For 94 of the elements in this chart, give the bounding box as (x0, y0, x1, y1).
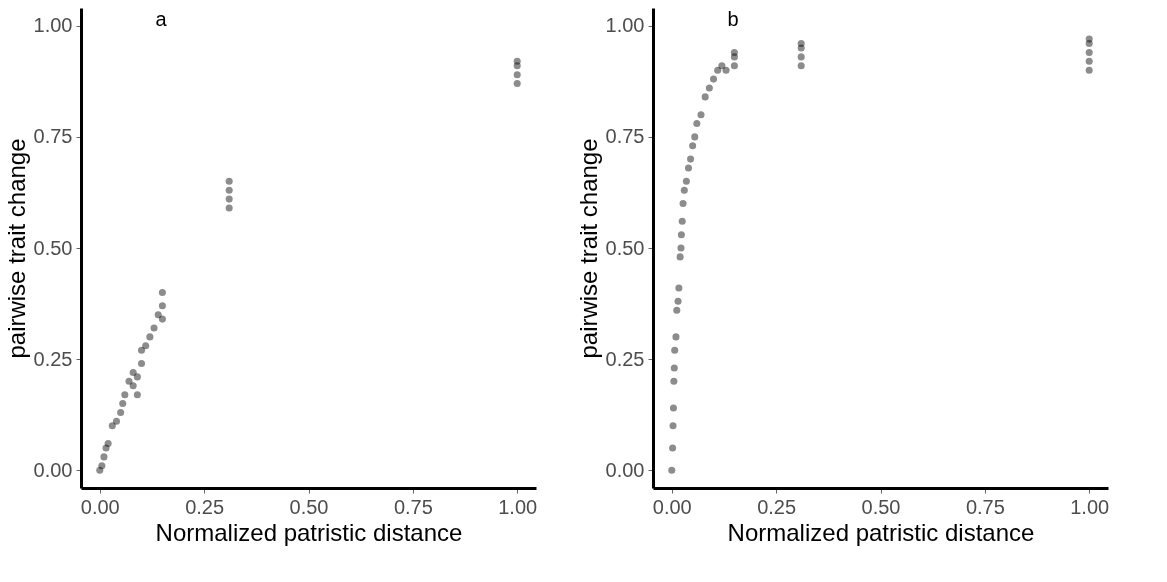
x-tick-label: 1.00 (498, 495, 538, 518)
point (797, 53, 805, 61)
y-tick-label: 0.00 (33, 458, 73, 481)
point (673, 306, 681, 314)
point (513, 80, 521, 88)
point (677, 244, 685, 252)
point (225, 195, 233, 203)
point (146, 333, 154, 341)
y-tick-label: 0.50 (605, 236, 645, 259)
x-tick-label: 1.00 (1070, 495, 1110, 518)
point (137, 346, 146, 354)
point (150, 324, 158, 332)
annotation: b (727, 8, 739, 30)
y-tick-label: 1.00 (33, 14, 73, 37)
point (684, 164, 693, 172)
point (718, 62, 726, 70)
y-axis-title: pairwise trait change (2, 138, 30, 359)
y-tick-label: 0.25 (605, 347, 645, 370)
point (709, 75, 718, 83)
x-tick-label: 0.75 (393, 495, 433, 518)
point (125, 377, 133, 385)
y-tick-label: 1.00 (605, 14, 645, 37)
x-axis-title: Normalized patristic distance (155, 518, 463, 546)
x-tick-label: 0.50 (289, 495, 329, 518)
point (697, 111, 705, 119)
point (677, 231, 685, 239)
point (730, 62, 738, 70)
y-axis-title: pairwise trait change (574, 138, 602, 359)
point (669, 444, 677, 452)
point (133, 391, 141, 399)
point (730, 48, 738, 56)
point (668, 466, 676, 474)
point (1085, 35, 1093, 43)
point (687, 155, 695, 163)
x-tick-label: 0.25 (185, 495, 225, 518)
point (225, 204, 233, 212)
point (142, 342, 150, 350)
point (158, 288, 166, 296)
point (671, 346, 679, 354)
point (513, 71, 521, 79)
y-tick-label: 0.00 (605, 458, 645, 481)
x-tick-label: 0.00 (80, 495, 120, 518)
point (129, 368, 137, 376)
point (100, 453, 108, 461)
point (693, 120, 701, 128)
x-axis-title: Normalized patristic distance (727, 518, 1035, 546)
x-tick-label: 0.75 (965, 495, 1005, 518)
point (722, 66, 730, 74)
point (676, 253, 684, 261)
y-tick-label: 0.50 (33, 236, 73, 259)
point (714, 66, 722, 74)
point (678, 217, 686, 225)
point (689, 142, 697, 150)
point (1085, 57, 1093, 65)
point (129, 382, 137, 390)
point (691, 133, 699, 141)
point (669, 422, 677, 430)
point (158, 302, 166, 310)
point (669, 404, 677, 412)
y-tick-label: 0.75 (33, 125, 73, 148)
point (225, 177, 233, 185)
point (513, 57, 521, 65)
annotation: a (155, 8, 168, 30)
point (1085, 66, 1093, 74)
point (104, 440, 112, 448)
y-tick-label: 0.25 (33, 347, 73, 370)
point (225, 186, 233, 194)
point (670, 377, 678, 385)
x-tick-label: 0.25 (757, 495, 797, 518)
point (797, 40, 805, 48)
point (137, 360, 146, 368)
point (682, 177, 690, 185)
point (117, 408, 125, 416)
point (121, 391, 129, 399)
point (672, 333, 680, 341)
point (1085, 48, 1093, 56)
point (701, 93, 709, 101)
point (119, 400, 127, 408)
point (797, 62, 805, 70)
point (679, 200, 687, 208)
point (108, 422, 116, 430)
point (680, 186, 688, 194)
point (154, 311, 162, 319)
x-tick-label: 0.50 (861, 495, 901, 518)
x-tick-label: 0.00 (652, 495, 692, 518)
y-tick-label: 0.75 (605, 125, 645, 148)
point (158, 315, 166, 323)
point (674, 297, 682, 305)
point (98, 462, 106, 470)
point (133, 373, 141, 381)
point (670, 364, 678, 372)
point (675, 284, 683, 292)
point (112, 417, 121, 425)
point (705, 84, 713, 92)
